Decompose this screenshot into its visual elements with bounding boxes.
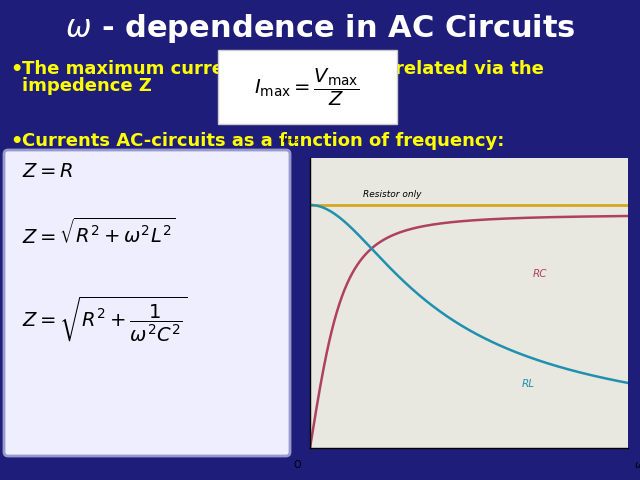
Text: •: • (10, 60, 22, 79)
Text: O: O (294, 460, 301, 469)
Text: $Z = R$: $Z = R$ (22, 162, 74, 181)
Text: RL: RL (522, 379, 535, 389)
Text: $\omega$ - dependence in AC Circuits: $\omega$ - dependence in AC Circuits (65, 12, 575, 45)
FancyBboxPatch shape (218, 50, 397, 124)
Text: $I_{\mathrm{max}} = \dfrac{V_{\mathrm{max}}}{Z}$: $I_{\mathrm{max}} = \dfrac{V_{\mathrm{ma… (254, 66, 360, 108)
Text: Currents AC-circuits as a function of frequency:: Currents AC-circuits as a function of fr… (22, 132, 504, 150)
Text: •: • (10, 132, 22, 151)
Text: $Z = \sqrt{R^2 + \dfrac{1}{\omega^2 C^2}}$: $Z = \sqrt{R^2 + \dfrac{1}{\omega^2 C^2}… (22, 295, 188, 345)
Text: RC: RC (532, 269, 547, 279)
Text: $I_{\rm rms}$: $I_{\rm rms}$ (282, 132, 300, 146)
Text: $\omega$: $\omega$ (634, 460, 640, 469)
FancyBboxPatch shape (4, 150, 290, 456)
Text: The maximum current & voltage are related via the: The maximum current & voltage are relate… (22, 60, 544, 78)
Text: Resistor only: Resistor only (363, 190, 422, 199)
Text: $Z = \sqrt{R^2 + \omega^2 L^2}$: $Z = \sqrt{R^2 + \omega^2 L^2}$ (22, 218, 176, 248)
Text: impedence Z: impedence Z (22, 77, 152, 95)
